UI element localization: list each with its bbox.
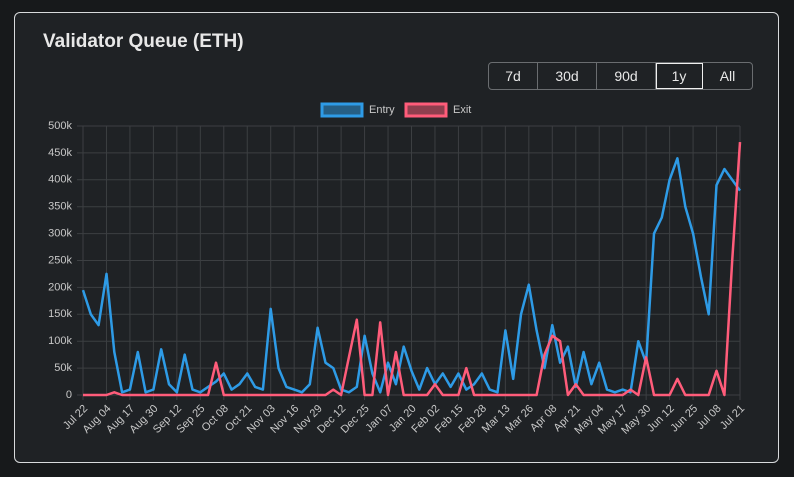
card: Validator Queue (ETH) 7d 30d 90d 1y All	[14, 12, 779, 463]
title: Validator Queue (ETH)	[43, 31, 244, 52]
range-button[interactable]: 90d	[597, 63, 656, 89]
x-tick-label: Jul 21	[718, 403, 747, 432]
y-tick-label: 50k	[54, 362, 72, 374]
y-tick-label: 0	[66, 389, 72, 401]
y-tick-label: 150k	[48, 308, 72, 320]
y-tick-label: 400k	[48, 174, 72, 186]
x-tick-label: Jul 08	[694, 403, 723, 432]
y-tick-label: 300k	[48, 228, 72, 240]
legend-swatch[interactable]	[320, 102, 364, 118]
y-tick-label: 500k	[48, 120, 72, 132]
x-tick-label: Jun 25	[668, 403, 700, 435]
range-button[interactable]: 30d	[538, 63, 597, 89]
y-tick-label: 450k	[48, 147, 72, 159]
range-button[interactable]: 1y	[656, 63, 703, 89]
range-buttons: 7d 30d 90d 1y All	[488, 62, 753, 90]
y-tick-label: 100k	[48, 335, 72, 347]
legend-label[interactable]: Entry	[369, 104, 395, 116]
range-button[interactable]: All	[719, 68, 736, 84]
series-line	[81, 157, 742, 394]
series-line	[83, 142, 742, 397]
legend-swatch[interactable]	[404, 102, 448, 118]
y-tick-label: 250k	[48, 254, 72, 266]
y-tick-label: 350k	[48, 201, 72, 213]
range-button[interactable]: 7d	[489, 63, 538, 89]
y-tick-label: 200k	[48, 281, 72, 293]
legend-label[interactable]: Exit	[453, 104, 471, 116]
